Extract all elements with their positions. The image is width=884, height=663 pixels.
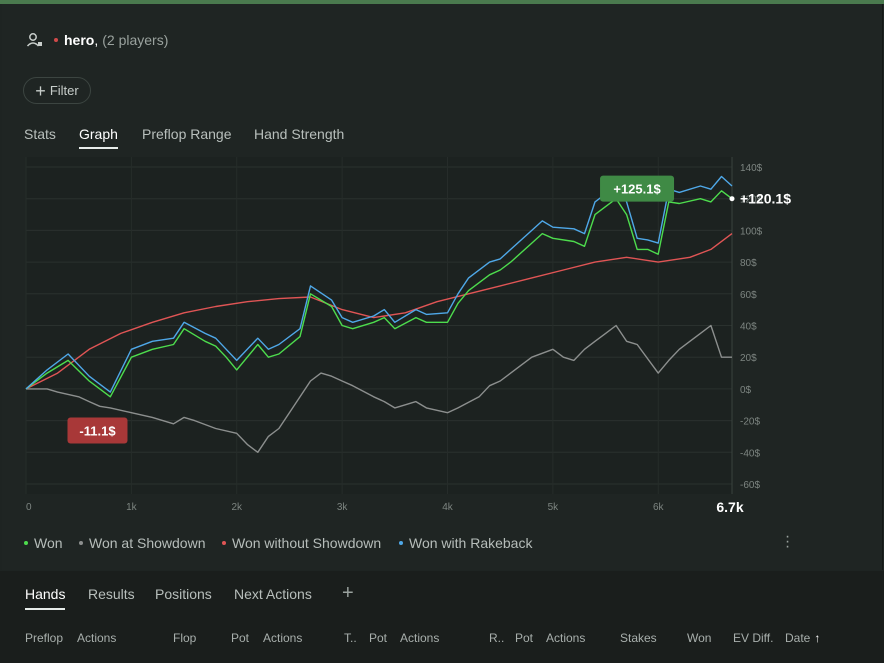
won-with-rakeback-series-line — [25, 175, 733, 393]
legend-item-won-at-showdown[interactable]: Won at Showdown — [79, 535, 205, 551]
y-tick-label: -40$ — [740, 448, 760, 459]
legend-dot — [399, 541, 403, 546]
column-header-stakes[interactable]: Stakes — [620, 631, 657, 645]
y-tick-label: 40$ — [740, 322, 757, 333]
column-header-won[interactable]: Won — [687, 631, 712, 645]
filter-button[interactable]: + Filter — [23, 77, 91, 104]
column-header-flop[interactable]: Flop — [173, 631, 197, 645]
player-status-dot — [54, 38, 58, 42]
x-tick-label: 0 — [26, 502, 32, 513]
column-header-river[interactable]: R.. — [489, 631, 505, 645]
x-tick-label: 2k — [231, 502, 243, 513]
legend-dot — [222, 541, 226, 546]
tab-graph[interactable]: Graph — [79, 126, 118, 149]
column-header-turn-actions[interactable]: Actions — [400, 631, 440, 645]
column-header-turn[interactable]: T.. — [344, 631, 357, 645]
y-tick-label: 120$ — [740, 195, 763, 206]
y-tick-label: 0$ — [740, 385, 752, 396]
tab-hands[interactable]: Hands — [25, 586, 66, 610]
y-tick-label: -20$ — [740, 417, 760, 428]
tab-positions[interactable]: Positions — [155, 586, 212, 602]
tab-next-actions[interactable]: Next Actions — [234, 586, 312, 602]
end-marker — [729, 196, 735, 202]
legend-item-won-with-rakeback[interactable]: Won with Rakeback — [399, 535, 532, 551]
column-header-river-actions[interactable]: Actions — [546, 631, 586, 645]
tab-stats[interactable]: Stats — [24, 126, 56, 142]
min-badge — [67, 417, 128, 444]
legend-label: Won — [34, 535, 63, 551]
vertical-ellipsis-icon[interactable]: · · · — [784, 528, 790, 555]
end-value-label: +120.1$ — [740, 191, 791, 207]
x-tick-label: 5k — [548, 502, 560, 513]
column-header-ev-diff[interactable]: EV Diff. — [733, 631, 774, 645]
window-top-accent — [0, 0, 884, 4]
plus-icon: + — [35, 80, 46, 101]
x-tick-label: 3k — [337, 502, 349, 513]
min-label: -11.1$ — [79, 423, 116, 438]
tab-hand-strength[interactable]: Hand Strength — [254, 126, 345, 142]
max-label: +125.1$ — [613, 182, 661, 197]
tab-results[interactable]: Results — [88, 586, 135, 602]
filter-label: Filter — [49, 83, 79, 98]
column-header-preflop[interactable]: Preflop — [25, 631, 64, 645]
column-header-date[interactable]: Date ↑ — [785, 631, 820, 645]
player-selector[interactable]: hero , (2 players) — [26, 30, 168, 50]
player-name: hero — [64, 32, 95, 48]
y-tick-label: 80$ — [740, 258, 757, 269]
tab-preflop-range[interactable]: Preflop Range — [142, 126, 232, 142]
y-tick-label: 100$ — [740, 226, 763, 237]
max-badge — [600, 175, 675, 202]
legend-label: Won without Showdown — [232, 535, 382, 551]
legend-label: Won at Showdown — [89, 535, 206, 551]
column-header-river-pot[interactable]: Pot — [515, 631, 534, 645]
date-label: Date — [785, 631, 811, 645]
won-at-showdown-series-line — [26, 324, 732, 453]
x-tick-label: 6k — [653, 502, 665, 513]
legend-item-won-without-showdown[interactable]: Won without Showdown — [222, 535, 381, 551]
sort-ascending-icon: ↑ — [814, 631, 821, 645]
y-tick-label: 140$ — [740, 163, 763, 174]
column-header-flop-pot[interactable]: Pot — [231, 631, 250, 645]
y-tick-label: 20$ — [740, 353, 757, 364]
won-series-line — [25, 190, 733, 398]
legend-dot — [79, 541, 83, 546]
y-tick-label: 60$ — [740, 290, 757, 301]
column-header-turn-pot[interactable]: Pot — [369, 631, 388, 645]
legend-label: Won with Rakeback — [409, 535, 533, 551]
x-tick-label: 4k — [442, 502, 454, 513]
y-tick-label: -60$ — [740, 480, 760, 491]
profit-graph[interactable]: 140$ 120$ 100$ 80$ 60$ 40$ 20$ 0$ -20$ -40$ -60$ 0 1… — [0, 150, 884, 525]
player-count: (2 players) — [102, 32, 169, 48]
column-header-preflop-actions[interactable]: Actions — [77, 631, 117, 645]
x-end-label: 6.7k — [716, 499, 743, 515]
player-icon — [26, 33, 42, 47]
player-separator: , — [94, 32, 99, 48]
add-tab-button[interactable]: + — [342, 582, 354, 604]
x-tick-label: 1k — [126, 502, 138, 513]
column-header-flop-actions[interactable]: Actions — [263, 631, 303, 645]
hands-panel: Hands Results Positions Next Actions + P… — [0, 571, 884, 663]
legend-item-won[interactable]: Won — [24, 535, 63, 551]
legend-dot — [24, 541, 28, 546]
